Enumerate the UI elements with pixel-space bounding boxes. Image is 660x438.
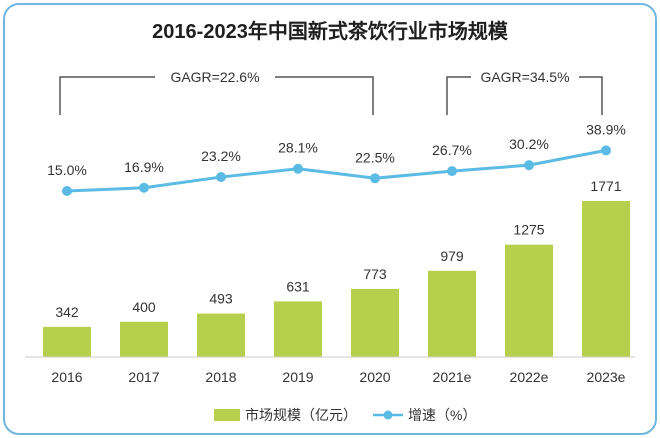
bar-value-label-2020: 773 (363, 266, 387, 282)
chart-frame: 2016-2023年中国新式茶饮行业市场规模 GAGR=22.6% GAGR=3… (3, 3, 657, 435)
growth-point-2016 (62, 186, 72, 196)
growth-label-2023e: 38.9% (586, 121, 626, 137)
bar-2020 (351, 288, 399, 357)
bar-value-label-2021e: 979 (440, 248, 464, 264)
chart: 2016-2023年中国新式茶饮行业市场规模 GAGR=22.6% GAGR=3… (25, 19, 635, 423)
cagr-label-2021-2023: GAGR=34.5% (480, 69, 569, 85)
x-tick-label-2016: 2016 (51, 369, 82, 385)
bar-value-label-2023e: 1771 (590, 178, 621, 194)
bar-series: 342 400 493 631 773 979 1275 1771 (43, 178, 630, 357)
bar-2022e (505, 244, 553, 357)
growth-point-2017 (139, 182, 149, 193)
x-axis: 2016 2017 2018 2019 2020 2021e 2022e 2023e (25, 356, 635, 385)
growth-label-2016: 15.0% (47, 162, 87, 178)
bar-2016 (43, 326, 91, 357)
growth-label-2018: 23.2% (201, 148, 241, 164)
legend-line-marker (383, 410, 393, 420)
x-tick-label-2019: 2019 (282, 369, 313, 385)
legend: 市场规模（亿元） 增速（%） (214, 407, 476, 423)
bar-value-label-2017: 400 (132, 299, 156, 315)
x-tick-label-2020: 2020 (359, 369, 390, 385)
x-tick-label-2018: 2018 (205, 369, 236, 385)
cagr-bracket-2021-2023: GAGR=34.5% (446, 69, 603, 115)
growth-point-2021e (447, 166, 457, 177)
growth-point-2023e (601, 145, 611, 156)
growth-label-2017: 16.9% (124, 159, 164, 175)
bar-value-label-2022e: 1275 (513, 222, 544, 238)
growth-point-2018 (216, 172, 226, 183)
bar-value-label-2018: 493 (209, 291, 233, 307)
growth-point-2019 (293, 163, 303, 174)
growth-point-2020 (370, 173, 380, 184)
legend-line-label: 增速（%） (408, 407, 476, 423)
growth-label-2020: 22.5% (355, 149, 395, 165)
cagr-bracket-2016-2020: GAGR=22.6% (59, 69, 374, 115)
legend-bar-swatch (214, 409, 240, 421)
growth-line (66, 148, 607, 193)
cagr-label-2016-2020: GAGR=22.6% (170, 69, 259, 85)
x-tick-label-2021e: 2021e (433, 369, 472, 385)
bar-value-label-2016: 342 (55, 304, 79, 320)
x-tick-label-2022e: 2022e (510, 369, 549, 385)
x-tick-label-2023e: 2023e (587, 369, 626, 385)
legend-bar-label: 市场规模（亿元） (245, 407, 357, 423)
bar-2019 (274, 301, 322, 357)
growth-label-2019: 28.1% (278, 140, 318, 156)
growth-point-2022e (524, 160, 534, 171)
line-series: 15.0% 16.9% 23.2% 28.1% 22.5% 26.7% 30.2% 38.9% (47, 121, 626, 196)
bar-2023e (582, 201, 630, 357)
bar-2017 (120, 321, 168, 357)
bar-value-label-2019: 631 (286, 278, 310, 294)
growth-label-2021e: 26.7% (432, 142, 472, 158)
growth-label-2022e: 30.2% (509, 136, 549, 152)
chart-title: 2016-2023年中国新式茶饮行业市场规模 (152, 19, 509, 43)
x-tick-label-2017: 2017 (128, 369, 159, 385)
bar-2018 (197, 313, 245, 357)
bar-2021e (428, 270, 476, 357)
